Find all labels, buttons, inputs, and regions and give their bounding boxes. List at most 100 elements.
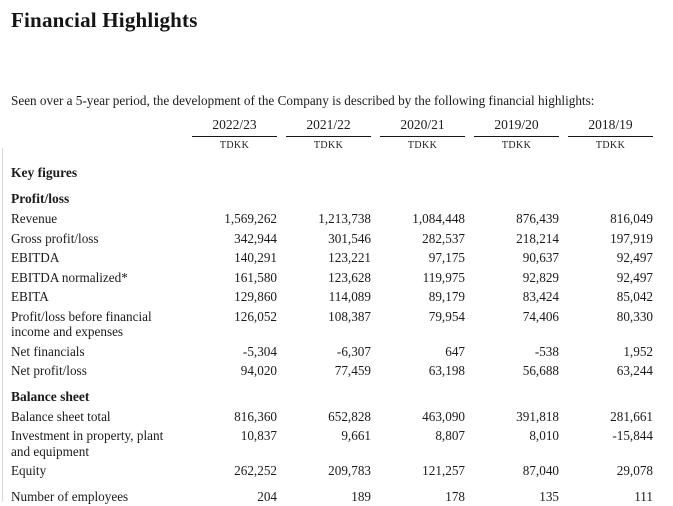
table-row: Net financials -5,304 -6,307 647 -538 1,952 [11,342,653,362]
cell-value: 114,089 [286,287,371,307]
section-heading-row: Balance sheet [11,381,653,407]
cell-value: 1,084,448 [380,209,465,229]
table-row: Equity 262,252 209,783 121,257 87,040 29,078 [11,461,653,481]
table-row: Balance sheet total 816,360 652,828 463,090… [11,407,653,427]
cell-value: 8,807 [380,426,465,461]
column-header-year: 2018/19 [568,115,653,137]
row-label: Revenue [11,209,183,229]
cell-value: 85,042 [568,287,653,307]
column-unit-label: TDKK [568,137,653,157]
section-heading: Key figures [11,157,653,183]
cell-value: 29,078 [568,461,653,481]
row-label: Balance sheet total [11,407,183,427]
column-header-year: 2021/22 [286,115,371,137]
year-header-row: 2022/23 2021/22 2020/21 2019/20 2018/19 [11,115,653,137]
column-unit-label: TDKK [380,137,465,157]
cell-value: 121,257 [380,461,465,481]
cell-value: 652,828 [286,407,371,427]
cell-value: 94,020 [192,361,277,381]
table-row: Gross profit/loss 342,944 301,546 282,537 21… [11,229,653,249]
cell-value: 123,221 [286,248,371,268]
row-label: Number of employees [11,481,183,506]
row-label: EBITDA [11,248,183,268]
cell-value: 80,330 [568,307,653,342]
column-header-year: 2022/23 [192,115,277,137]
cell-value: 463,090 [380,407,465,427]
cell-value: 1,213,738 [286,209,371,229]
cell-value: 178 [380,481,465,506]
column-unit-label: TDKK [192,137,277,157]
cell-value: -538 [474,342,559,362]
cell-value: 391,818 [474,407,559,427]
table-row: Profit/loss before financial income and … [11,307,653,342]
cell-value: 301,546 [286,229,371,249]
cell-value: 816,049 [568,209,653,229]
row-label: Net financials [11,342,183,362]
cell-value: 262,252 [192,461,277,481]
cell-value: 92,497 [568,248,653,268]
header-spacer [11,115,183,137]
cell-value: 92,829 [474,268,559,288]
cell-value: 282,537 [380,229,465,249]
cell-value: 90,637 [474,248,559,268]
cell-value: 1,569,262 [192,209,277,229]
cell-value: 92,497 [568,268,653,288]
cell-value: 342,944 [192,229,277,249]
row-label: Gross profit/loss [11,229,183,249]
row-label: EBITDA normalized* [11,268,183,288]
row-label: Investment in property, plant and equipm… [11,426,183,461]
section-heading-row: Key figures [11,157,653,183]
cell-value: 87,040 [474,461,559,481]
column-unit-label: TDKK [474,137,559,157]
cell-value: 83,424 [474,287,559,307]
cell-value: 63,244 [568,361,653,381]
section-heading: Profit/loss [11,183,653,209]
cell-value: 816,360 [192,407,277,427]
page-title: Financial Highlights [11,8,663,33]
cell-value: -6,307 [286,342,371,362]
cell-value: 218,214 [474,229,559,249]
cell-value: 119,975 [380,268,465,288]
row-label: Profit/loss before financial income and … [11,307,183,342]
cell-value: 140,291 [192,248,277,268]
table-row: EBITA 129,860 114,089 89,179 83,424 85,042 [11,287,653,307]
cell-value: 209,783 [286,461,371,481]
cell-value: 56,688 [474,361,559,381]
cell-value: 647 [380,342,465,362]
cell-value: 74,406 [474,307,559,342]
row-label: EBITA [11,287,183,307]
cell-value: -15,844 [568,426,653,461]
cell-value: 1,952 [568,342,653,362]
header-spacer [11,137,183,157]
cell-value: 8,010 [474,426,559,461]
cell-value: 9,661 [286,426,371,461]
cell-value: 161,580 [192,268,277,288]
section-heading: Balance sheet [11,381,653,407]
cell-value: 281,661 [568,407,653,427]
cell-value: 129,860 [192,287,277,307]
column-header-year: 2020/21 [380,115,465,137]
cell-value: -5,304 [192,342,277,362]
cell-value: 79,954 [380,307,465,342]
cell-value: 108,387 [286,307,371,342]
cell-value: 89,179 [380,287,465,307]
column-header-year: 2019/20 [474,115,559,137]
cell-value: 111 [568,481,653,506]
column-unit-label: TDKK [286,137,371,157]
intro-text: Seen over a 5-year period, the developme… [11,93,663,109]
cell-value: 126,052 [192,307,277,342]
row-label: Equity [11,461,183,481]
cell-value: 77,459 [286,361,371,381]
cell-value: 63,198 [380,361,465,381]
table-row: Investment in property, plant and equipm… [11,426,653,461]
cell-value: 189 [286,481,371,506]
